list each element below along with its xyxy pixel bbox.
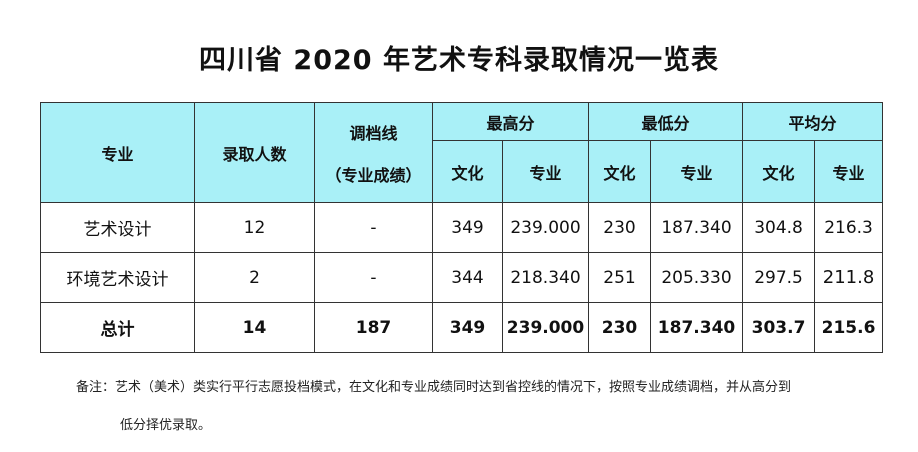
header-lowest: 最低分 (588, 102, 744, 141)
cell-average-culture: 304.8 (742, 202, 816, 253)
cell-cutoff-line: - (314, 202, 433, 253)
cell-major: 艺术设计 (40, 202, 195, 253)
total-admitted-count: 14 (194, 302, 315, 353)
total-major: 总计 (40, 302, 195, 353)
header-average-culture: 文化 (742, 140, 816, 203)
cell-highest-professional: 218.340 (501, 252, 590, 303)
cell-highest-culture: 349 (432, 202, 503, 253)
header-highest-culture: 文化 (432, 140, 503, 203)
total-cutoff-line: 187 (314, 302, 433, 353)
header-average: 平均分 (742, 102, 884, 141)
header-cutoff-line-label: 调档线 (349, 123, 398, 143)
header-cutoff-line: 调档线 （专业成绩） (314, 102, 433, 203)
header-highest-professional: 专业 (501, 140, 590, 203)
total-average-professional: 215.6 (814, 302, 884, 353)
header-highest: 最高分 (431, 102, 590, 141)
header-lowest-professional: 专业 (650, 140, 744, 203)
cell-major: 环境艺术设计 (40, 252, 195, 303)
header-row-bottom: 文化 专业 文化 专业 文化 专业 (41, 140, 884, 203)
cell-average-culture: 297.5 (742, 252, 816, 303)
cell-highest-professional: 239.000 (501, 202, 590, 253)
cell-average-professional: 211.8 (814, 252, 884, 303)
cell-lowest-culture: 230 (588, 202, 652, 253)
admissions-table: 专业 录取人数 调档线 （专业成绩） 最高分 最低分 平均分 文化 专业 文化 … (40, 102, 884, 353)
table-row: 艺术设计 12 - 349 239.000 230 187.340 304.8 … (40, 202, 884, 253)
page-title: 四川省 2020 年艺术专科录取情况一览表 (199, 45, 719, 76)
total-average-culture: 303.7 (742, 302, 816, 353)
total-lowest-culture: 230 (588, 302, 652, 353)
cell-admitted-count: 2 (194, 252, 315, 303)
header-major: 专业 (40, 102, 195, 203)
total-highest-culture: 349 (432, 302, 503, 353)
cell-cutoff-line: - (314, 252, 433, 303)
note-line-1: 备注：艺术（美术）类实行平行志愿投档模式，在文化和专业成绩同时达到省控线的情况下… (76, 380, 792, 395)
note-line-2: 低分择优录取。 (120, 418, 212, 433)
table-row: 环境艺术设计 2 - 344 218.340 251 205.330 297.5… (40, 252, 884, 303)
header-row-top: 专业 录取人数 调档线 （专业成绩） 最高分 最低分 平均分 (40, 102, 884, 203)
cell-highest-culture: 344 (432, 252, 503, 303)
header-average-professional: 专业 (814, 140, 884, 203)
cell-lowest-professional: 205.330 (650, 252, 744, 303)
cell-lowest-professional: 187.340 (650, 202, 744, 253)
cell-admitted-count: 12 (194, 202, 315, 253)
total-lowest-professional: 187.340 (650, 302, 744, 353)
header-lowest-culture: 文化 (588, 140, 652, 203)
total-row: 总计 14 187 349 239.000 230 187.340 303.7 … (40, 302, 884, 353)
header-cutoff-line-sub: （专业成绩） (325, 165, 422, 185)
cell-lowest-culture: 251 (588, 252, 652, 303)
header-admitted-count: 录取人数 (194, 102, 315, 203)
total-highest-professional: 239.000 (501, 302, 590, 353)
cell-average-professional: 216.3 (814, 202, 884, 253)
